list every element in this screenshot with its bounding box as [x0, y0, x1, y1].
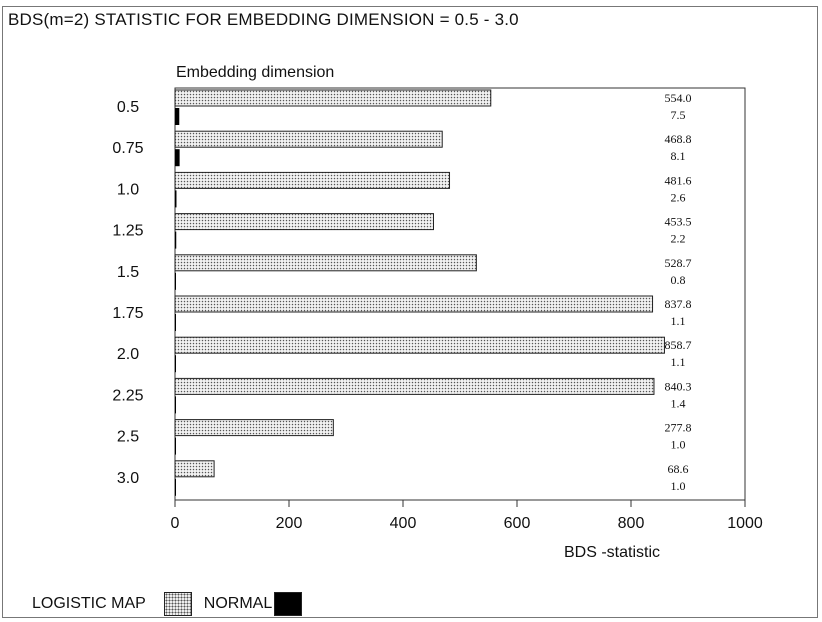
- data-label-logistic: 277.8: [665, 421, 692, 435]
- bar-normal: [175, 478, 176, 496]
- bar-normal: [175, 190, 177, 208]
- data-label-normal: 8.1: [671, 149, 686, 163]
- data-label-normal: 1.0: [671, 479, 686, 493]
- data-label-normal: 1.4: [671, 396, 686, 410]
- bar-logistic-map: [174, 336, 665, 354]
- bar-logistic-map: [174, 130, 443, 148]
- bar-logistic-map: [174, 377, 655, 395]
- plot-area-border: [174, 87, 746, 501]
- category-label: 2.5: [117, 429, 139, 446]
- data-label-normal: 2.2: [671, 232, 686, 246]
- data-label-logistic: 468.8: [665, 132, 692, 146]
- data-label-logistic: 453.5: [665, 215, 692, 229]
- chart-title: BDS(m=2) STATISTIC FOR EMBEDDING DIMENSI…: [8, 10, 519, 29]
- bar-normal: [175, 396, 176, 414]
- data-label-logistic: 481.6: [665, 173, 692, 187]
- category-label: 1.75: [112, 305, 143, 322]
- category-label: 0.5: [117, 99, 139, 116]
- x-axis-label: BDS -statistic: [564, 544, 660, 561]
- category-label: 1.0: [117, 181, 139, 198]
- bar-normal: [175, 355, 176, 373]
- bar-logistic-map: [174, 171, 451, 189]
- category-label: 1.25: [112, 223, 143, 240]
- data-label-logistic: 554.0: [665, 91, 692, 105]
- bar-normal: [175, 314, 176, 331]
- x-tick-label: 0: [171, 515, 180, 532]
- data-label-normal: 2.6: [671, 190, 686, 204]
- legend-label-logistic: LOGISTIC MAP: [32, 595, 146, 612]
- data-label-normal: 7.5: [671, 108, 686, 122]
- category-label: 0.75: [112, 140, 143, 157]
- bar-normal: [175, 108, 180, 125]
- data-label-logistic: 840.3: [665, 379, 692, 393]
- category-label: 3.0: [117, 470, 139, 487]
- bar-normal: [175, 231, 177, 249]
- bar-logistic-map: [174, 295, 654, 313]
- data-label-normal: 0.8: [671, 273, 686, 287]
- x-tick-label: 400: [390, 515, 417, 532]
- bar-normal: [175, 272, 176, 290]
- legend-label-normal: NORMAL: [203, 595, 273, 612]
- chart-frame: [2, 6, 818, 618]
- x-tick-label: 800: [618, 515, 645, 532]
- legend: LOGISTIC MAP NORMAL: [32, 592, 303, 616]
- bar-logistic-map: [174, 89, 492, 107]
- data-label-normal: 1.1: [671, 314, 686, 328]
- x-tick-label: 200: [276, 515, 303, 532]
- x-tick-label: 600: [504, 515, 531, 532]
- bar-logistic-map: [174, 213, 434, 231]
- bar-normal: [175, 149, 180, 167]
- data-label-logistic: 837.8: [665, 297, 692, 311]
- data-label-logistic: 858.7: [665, 338, 692, 352]
- bar-logistic-map: [174, 419, 334, 437]
- category-axis-label: Embedding dimension: [176, 64, 335, 81]
- legend-swatch-normal: [274, 592, 303, 616]
- category-label: 1.5: [117, 264, 139, 281]
- bar-normal: [175, 437, 176, 455]
- data-label-normal: 1.0: [671, 438, 686, 452]
- category-label: 2.0: [117, 346, 139, 363]
- data-label-logistic: 68.6: [668, 462, 689, 476]
- legend-swatch-logistic: [163, 592, 192, 616]
- data-label-logistic: 528.7: [665, 256, 692, 270]
- data-label-normal: 1.1: [671, 355, 686, 369]
- category-label: 2.25: [112, 387, 143, 404]
- x-tick-label: 1000: [727, 515, 763, 532]
- bar-logistic-map: [174, 254, 477, 272]
- bar-logistic-map: [174, 460, 215, 478]
